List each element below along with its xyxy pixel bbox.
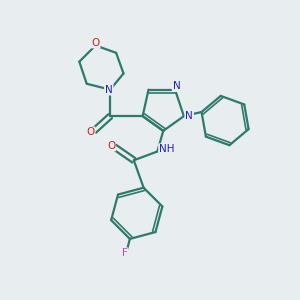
Text: F: F xyxy=(122,248,128,258)
Text: N: N xyxy=(172,81,180,91)
Text: O: O xyxy=(86,127,94,137)
Text: NH: NH xyxy=(159,144,175,154)
Text: N: N xyxy=(185,111,193,121)
Text: O: O xyxy=(107,141,115,151)
Text: O: O xyxy=(92,38,100,47)
Text: N: N xyxy=(105,85,113,94)
